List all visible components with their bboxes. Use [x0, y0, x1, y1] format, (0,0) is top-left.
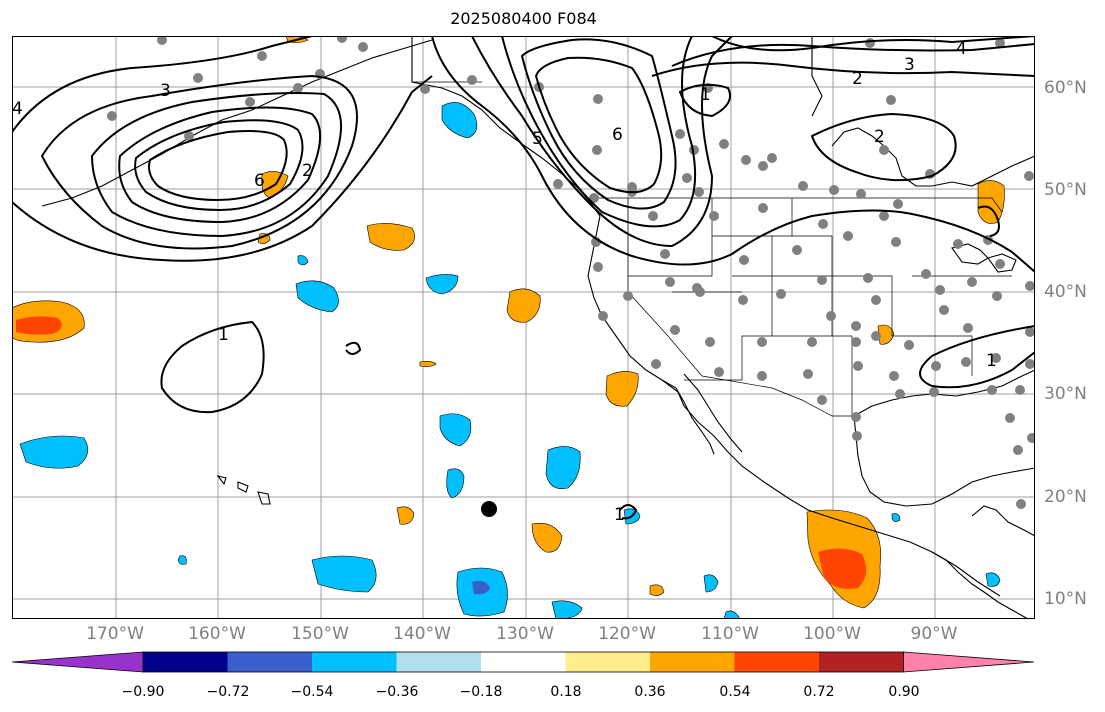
colorbar-tick-label: 0.72 [803, 684, 835, 700]
colorbar-segment [650, 652, 735, 672]
latitude-label: 60°N [1044, 78, 1087, 98]
colorbar-frame [142, 651, 904, 673]
contour-label: 6 [612, 125, 623, 145]
longitude-label: 120°W [598, 624, 656, 644]
latitude-label: 40°N [1044, 282, 1087, 302]
colorbar-segment [396, 652, 482, 672]
colorbar-extend-right [903, 651, 1035, 673]
colorbar-segment [734, 652, 820, 672]
map-title: 2025080400 F084 [450, 9, 597, 28]
gridlines [12, 36, 1035, 619]
contour-label: 5 [532, 129, 543, 149]
colorbar-segment [227, 652, 313, 672]
colorbar [12, 651, 1035, 673]
contour-label: 4 [12, 99, 23, 119]
colorbar-segment [312, 652, 397, 672]
longitude-label: 140°W [393, 624, 451, 644]
colorbar-tick-label: 0.54 [719, 684, 751, 700]
colorbar-tick-label: −0.90 [121, 684, 165, 700]
colorbar-tick-label: −0.18 [459, 684, 503, 700]
contour-label: 3 [904, 55, 915, 75]
contour-label-group: 4 3 6 2 1 5 6 1 2 3 4 2 1 1 [12, 39, 997, 525]
map-frame [12, 36, 1035, 619]
longitude-label: 110°W [701, 624, 759, 644]
longitude-label: 130°W [496, 624, 554, 644]
contour-label: 1 [218, 325, 229, 345]
colorbar-tick-label: −0.54 [290, 684, 334, 700]
strong-negative-anomaly-areas [472, 580, 490, 595]
colorbar-tick-label: 0.90 [888, 684, 920, 700]
longitude-label: 100°W [803, 624, 861, 644]
colorbar-segment [481, 652, 566, 672]
colorbar-tick-label: −0.36 [375, 684, 419, 700]
contour-lines [12, 36, 1035, 520]
contour-label: 2 [874, 127, 885, 147]
latitude-label: 10°N [1044, 589, 1087, 609]
longitude-label: 90°W [910, 624, 958, 644]
strong-positive-anomaly-areas [16, 316, 867, 589]
contour-label: 6 [254, 171, 265, 191]
latitude-label: 30°N [1044, 384, 1087, 404]
latitude-label: 20°N [1044, 487, 1087, 507]
negative-anomaly-areas [19, 102, 1001, 619]
contour-label: 1 [700, 85, 711, 105]
contour-label: 2 [302, 161, 313, 181]
colorbar-extend-left [12, 651, 144, 673]
colorbar-tick-label: 0.18 [550, 684, 582, 700]
colorbar-segment [819, 652, 904, 672]
colorbar-tick-label: −0.72 [206, 684, 250, 700]
colorbar-tick-label: 0.36 [634, 684, 666, 700]
contour-label: 1 [614, 505, 625, 525]
contour-label: 2 [852, 69, 863, 89]
colorbar-segment [143, 652, 228, 672]
storm-center-marker [481, 501, 497, 517]
map-canvas: 4 3 6 2 1 5 6 1 2 3 4 2 1 1 [12, 36, 1035, 619]
longitude-label: 160°W [188, 624, 246, 644]
colorbar-segment [565, 652, 651, 672]
contour-label: 1 [986, 351, 997, 371]
positive-anomaly-areas [12, 36, 1005, 609]
longitude-label: 150°W [291, 624, 349, 644]
latitude-label: 50°N [1044, 180, 1087, 200]
contour-label: 4 [956, 39, 967, 59]
longitude-label: 170°W [86, 624, 144, 644]
station-dots [107, 36, 1035, 509]
contour-label: 3 [160, 81, 171, 101]
